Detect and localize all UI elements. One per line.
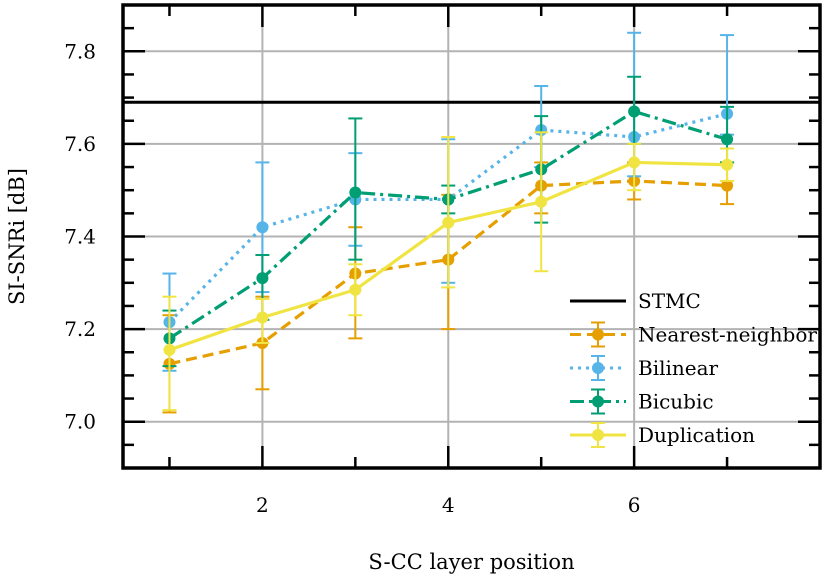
series-duplication bbox=[162, 131, 735, 412]
data-point bbox=[349, 283, 362, 296]
data-point bbox=[256, 311, 269, 324]
error-bar bbox=[441, 135, 456, 289]
legend-label: STMC bbox=[638, 289, 701, 313]
legend-label: Nearest-neighbor bbox=[638, 323, 817, 347]
legend-entry-stmc: STMC bbox=[570, 289, 701, 313]
y-tick-label: 7.6 bbox=[64, 132, 96, 156]
x-tick-label: 6 bbox=[628, 493, 641, 517]
legend-label: Bilinear bbox=[638, 356, 719, 380]
x-tick-label: 2 bbox=[256, 493, 269, 517]
x-tick-label: 4 bbox=[442, 493, 455, 517]
legend-marker bbox=[592, 429, 604, 441]
y-tick-label: 7.0 bbox=[64, 410, 96, 434]
tick-labels: 2 4 6 7.0 7.2 7.4 7.6 7.8 bbox=[64, 39, 640, 517]
data-point bbox=[721, 179, 734, 192]
legend-entry-duplication: Duplication bbox=[570, 422, 755, 448]
legend-label: Bicubic bbox=[638, 390, 714, 414]
legend-entry-bicubic: Bicubic bbox=[570, 388, 714, 415]
y-tick-label: 7.2 bbox=[64, 317, 96, 341]
data-point bbox=[256, 272, 269, 285]
legend-marker bbox=[592, 395, 604, 408]
data-point bbox=[721, 158, 734, 171]
series-group bbox=[162, 31, 735, 414]
data-point bbox=[256, 221, 269, 234]
axis-ticks bbox=[123, 5, 822, 468]
data-point bbox=[535, 195, 548, 208]
legend-entry-nearest-neighbor: Nearest-neighbor bbox=[570, 321, 817, 348]
legend-entry-bilinear: Bilinear bbox=[570, 355, 719, 381]
grid bbox=[123, 5, 820, 468]
legend-marker bbox=[592, 328, 604, 341]
legend-marker bbox=[592, 362, 604, 374]
data-point bbox=[163, 343, 176, 356]
y-axis-label: SI-SNRi [dB] bbox=[5, 168, 29, 305]
legend: STMC Nearest-neighbor Bilinear Bicubic Dupli… bbox=[570, 289, 817, 448]
x-axis-label: S-CC layer position bbox=[368, 550, 574, 574]
data-point bbox=[721, 133, 734, 146]
data-point bbox=[628, 105, 641, 118]
legend-label: Duplication bbox=[638, 423, 755, 447]
data-point bbox=[349, 186, 362, 199]
data-point bbox=[628, 156, 641, 169]
y-tick-label: 7.4 bbox=[64, 225, 96, 249]
data-point bbox=[442, 216, 455, 229]
y-tick-label: 7.8 bbox=[64, 39, 96, 63]
